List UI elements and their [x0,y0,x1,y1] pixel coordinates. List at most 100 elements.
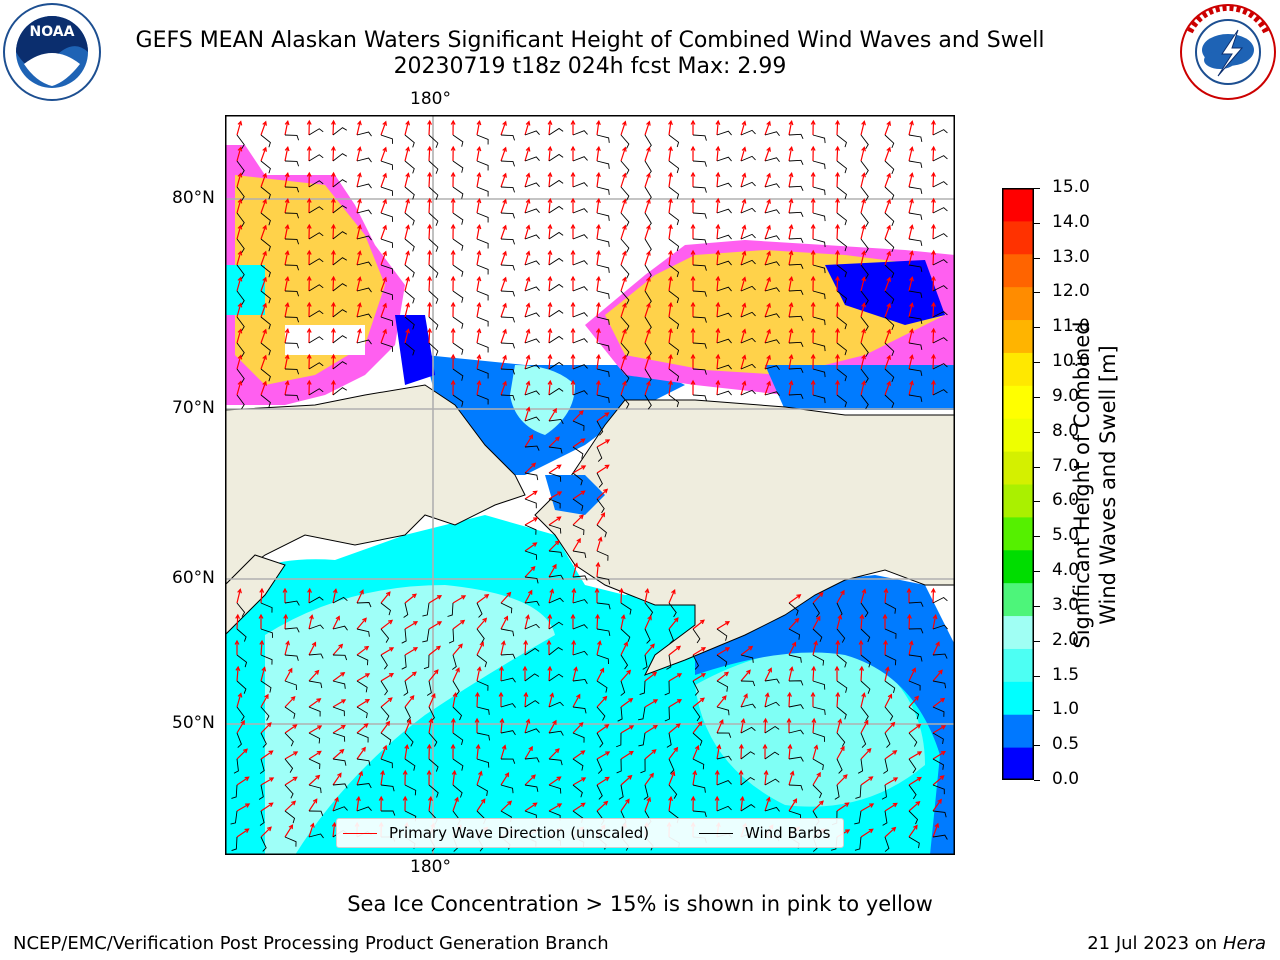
wind-barb [884,160,895,175]
wind-barb [596,316,610,325]
wind-barb [836,342,847,356]
wave-direction-arrow [572,750,585,760]
wave-arrow-head [282,587,288,593]
wind-barb [500,290,515,297]
wind-barb [908,290,923,298]
wave-arrow-head [715,145,721,151]
wave-arrow-head [886,276,891,282]
wave-direction-arrow [572,694,581,708]
wind-barb [740,181,756,188]
wave-arrow-head [312,798,318,804]
wave-arrow-head [715,353,721,359]
wind-barb [380,654,388,670]
wind-barb [428,732,438,747]
wave-direction-arrow [764,199,771,214]
wave-direction-arrow [812,718,815,734]
wind-barb [812,160,826,170]
wave-arrow-head [450,223,456,229]
wave-arrow-head [834,665,840,671]
wave-direction-arrow [404,621,418,630]
wave-direction-arrow [236,828,249,838]
wave-direction-arrow [548,516,561,526]
wind-barb [332,335,348,344]
wave-arrow-head [557,803,563,808]
wave-arrow-head [931,197,936,203]
wave-direction-arrow [332,699,346,708]
wave-direction-arrow [908,381,913,396]
wind-barb [836,758,843,774]
wave-direction-arrow [716,647,730,656]
wave-direction-arrow [500,225,507,240]
wind-barb [572,550,587,559]
wind-barb [260,290,271,304]
wave-direction-arrow [644,699,658,708]
wind-barb [620,134,630,149]
wave-arrow-head [741,146,747,152]
wave-arrow-head [570,223,576,229]
wind-barb [548,335,564,344]
wave-arrow-head [931,145,936,151]
wave-direction-arrow [476,355,481,370]
wave-arrow-head [835,171,840,177]
wind-barb [236,238,245,254]
wave-direction-arrow [548,564,557,578]
wave-arrow-head [502,276,507,282]
wave-direction-arrow [260,381,267,396]
wave-direction-arrow [284,641,289,656]
wave-direction-arrow [332,146,335,162]
wind-barb [668,368,680,382]
wind-barb [668,394,680,408]
wave-direction-arrow [572,538,581,552]
wave-direction-arrow [548,277,551,292]
wind-barb [380,628,390,643]
wave-direction-arrow [860,720,869,734]
legend-barb-swatch [699,832,733,834]
wave-arrow-head [474,717,480,723]
wave-arrow-head [570,379,576,385]
lat-label-80n: 80°N [172,188,215,208]
wind-barb [716,390,732,396]
vector-field [230,119,948,852]
wave-direction-arrow [356,699,370,708]
wind-barb [668,134,680,148]
wave-arrow-head [835,249,840,255]
wind-barb [332,179,348,188]
wave-arrow-head [909,276,914,282]
wind-barb [284,368,300,375]
colorbar-tick-mark [1034,675,1040,677]
wave-arrow-head [622,380,627,386]
wave-direction-arrow [524,303,530,318]
wave-direction-arrow [836,198,839,214]
wave-arrow-head [788,250,794,256]
wave-direction-arrow [500,251,507,266]
wave-arrow-head [437,621,443,626]
wind-barb [572,524,585,535]
wave-arrow-head [788,146,794,152]
wave-direction-arrow [260,199,267,214]
wave-arrow-head [668,379,673,386]
wave-arrow-head [532,542,538,547]
wave-arrow-head [570,145,576,151]
wave-arrow-head [476,145,482,152]
wind-barb [740,389,756,396]
wave-direction-arrow [884,827,896,838]
wave-arrow-head [525,380,531,386]
wind-barb [548,673,564,682]
wave-direction-arrow [428,621,442,630]
wind-barb [788,211,804,218]
colorbar-tick-label: 5.0 [1052,525,1080,546]
wind-barb [284,160,300,167]
wind-barb [380,602,391,616]
wind-barb [380,264,394,274]
wind-barb [572,706,587,714]
wave-arrow-head [525,302,531,308]
wave-arrow-head [690,223,696,229]
wind-barb [884,706,894,721]
wave-arrow-head [741,380,747,386]
wave-direction-arrow [476,381,481,396]
wave-arrow-head [646,224,651,230]
wind-barb [812,654,825,666]
wave-arrow-head [503,615,509,621]
wind-barb [616,758,622,774]
colorbar-tick-label: 4.0 [1052,560,1080,581]
